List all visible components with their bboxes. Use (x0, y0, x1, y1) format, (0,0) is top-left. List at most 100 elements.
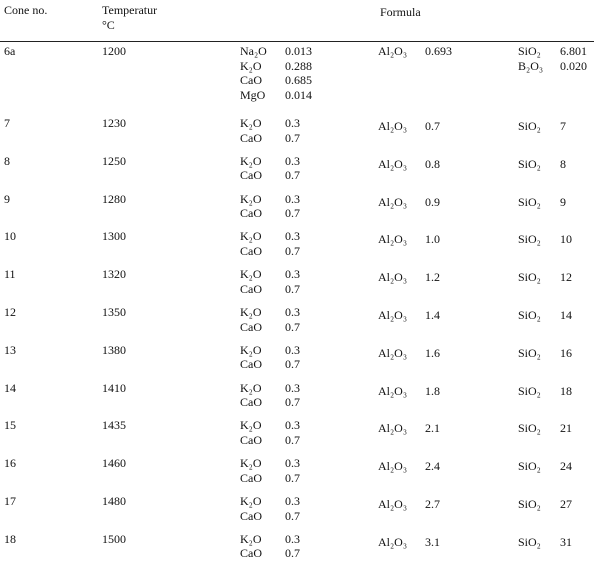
temperature: 1380 (102, 342, 126, 357)
alumina-oxide: Al₂O₃ (378, 232, 408, 247)
silica-amount: 27 (560, 497, 572, 511)
temperature: 1200 (102, 44, 126, 58)
flux-oxide: K₂O (240, 342, 262, 357)
flux-oxide: K₂O (240, 305, 262, 319)
silica-oxide: B₂O₃ (518, 58, 544, 73)
alumina-oxide: Al₂O₃ (378, 44, 408, 58)
flux-oxide: CaO (240, 281, 262, 296)
temperature: 1500 (102, 531, 126, 546)
flux-amount: 0.3 (285, 380, 300, 395)
alumina-amount: 1.2 (425, 270, 440, 285)
flux-amount: 0.3 (285, 305, 300, 319)
flux-amount: 0.3 (285, 229, 300, 244)
flux-oxide: K₂O (240, 229, 262, 244)
flux-amount: 0.7 (285, 432, 300, 447)
silica-oxide: SiO₂ (518, 232, 541, 247)
cone-number: 11 (4, 267, 16, 282)
cone-number: 14 (4, 380, 16, 395)
temperature: 1350 (102, 305, 126, 319)
flux-amount: 0.7 (285, 130, 300, 145)
flux-oxide: CaO (240, 206, 262, 221)
cone-number: 17 (4, 494, 16, 508)
silica-oxide: SiO₂ (518, 270, 541, 285)
silica-oxide: SiO₂ (518, 459, 541, 474)
silica-amount: 31 (560, 534, 572, 549)
flux-oxide: Na₂O (240, 44, 267, 58)
alumina-amount: 1.8 (425, 383, 440, 398)
silica-oxide: SiO₂ (518, 308, 541, 322)
cone-number: 8 (4, 153, 10, 168)
flux-amount: 0.014 (285, 87, 312, 102)
flux-amount: 0.288 (285, 58, 312, 73)
alumina-amount: 2.1 (425, 421, 440, 436)
flux-oxide: CaO (240, 168, 262, 183)
alumina-oxide: Al₂O₃ (378, 119, 408, 133)
flux-amount: 0.7 (285, 546, 300, 561)
cone-number: 10 (4, 229, 16, 244)
alumina-oxide: Al₂O₃ (378, 459, 408, 474)
cone-number: 7 (4, 116, 10, 130)
flux-amount: 0.3 (285, 153, 300, 168)
flux-oxide: K₂O (240, 531, 262, 546)
flux-amount: 0.7 (285, 508, 300, 523)
alumina-amount: 1.4 (425, 308, 440, 322)
flux-amount: 0.7 (285, 395, 300, 410)
flux-oxide: K₂O (240, 418, 262, 433)
flux-amount: 0.3 (285, 531, 300, 546)
silica-oxide: SiO₂ (518, 119, 541, 133)
flux-amount: 0.7 (285, 319, 300, 334)
header-temperature: Temperatur (102, 3, 158, 17)
flux-amount: 0.7 (285, 168, 300, 183)
cone-number: 18 (4, 531, 16, 546)
flux-oxide: MgO (240, 87, 266, 102)
silica-amount: 0.020 (560, 58, 587, 73)
alumina-oxide: Al₂O₃ (378, 497, 408, 511)
flux-amount: 0.3 (285, 267, 300, 282)
header-unit: °C (102, 18, 115, 32)
header-rule (0, 41, 594, 42)
silica-oxide: SiO₂ (518, 383, 541, 398)
flux-amount: 0.3 (285, 494, 300, 508)
alumina-amount: 1.6 (425, 345, 440, 360)
alumina-amount: 0.7 (425, 119, 440, 133)
silica-amount: 12 (560, 270, 572, 285)
temperature: 1230 (102, 116, 126, 130)
silica-amount: 10 (560, 232, 572, 247)
flux-amount: 0.7 (285, 243, 300, 258)
flux-oxide: K₂O (240, 267, 262, 282)
alumina-oxide: Al₂O₃ (378, 345, 408, 360)
temperature: 1300 (102, 229, 126, 244)
silica-amount: 7 (560, 119, 566, 133)
alumina-amount: 2.4 (425, 459, 440, 474)
silica-oxide: SiO₂ (518, 497, 541, 511)
flux-amount: 0.685 (285, 73, 312, 87)
flux-oxide: K₂O (240, 153, 262, 168)
temperature: 1280 (102, 191, 126, 206)
silica-amount: 21 (560, 421, 572, 436)
alumina-oxide: Al₂O₃ (378, 194, 408, 209)
alumina-oxide: Al₂O₃ (378, 534, 408, 549)
alumina-amount: 0.9 (425, 194, 440, 209)
flux-oxide: CaO (240, 546, 262, 561)
temperature: 1460 (102, 456, 126, 471)
flux-oxide: K₂O (240, 116, 262, 130)
flux-oxide: CaO (240, 357, 262, 372)
flux-oxide: CaO (240, 73, 262, 87)
alumina-amount: 3.1 (425, 534, 440, 549)
cone-number: 15 (4, 418, 16, 433)
flux-oxide: CaO (240, 470, 262, 485)
flux-oxide: CaO (240, 395, 262, 410)
silica-oxide: SiO₂ (518, 194, 541, 209)
cone-number: 9 (4, 191, 10, 206)
silica-amount: 24 (560, 459, 572, 474)
flux-amount: 0.7 (285, 206, 300, 221)
flux-oxide: K₂O (240, 456, 262, 471)
alumina-oxide: Al₂O₃ (378, 270, 408, 285)
flux-amount: 0.7 (285, 281, 300, 296)
alumina-oxide: Al₂O₃ (378, 308, 408, 322)
cone-number: 6a (4, 44, 16, 58)
flux-oxide: CaO (240, 130, 262, 145)
silica-oxide: SiO₂ (518, 421, 541, 436)
alumina-oxide: Al₂O₃ (378, 156, 408, 171)
